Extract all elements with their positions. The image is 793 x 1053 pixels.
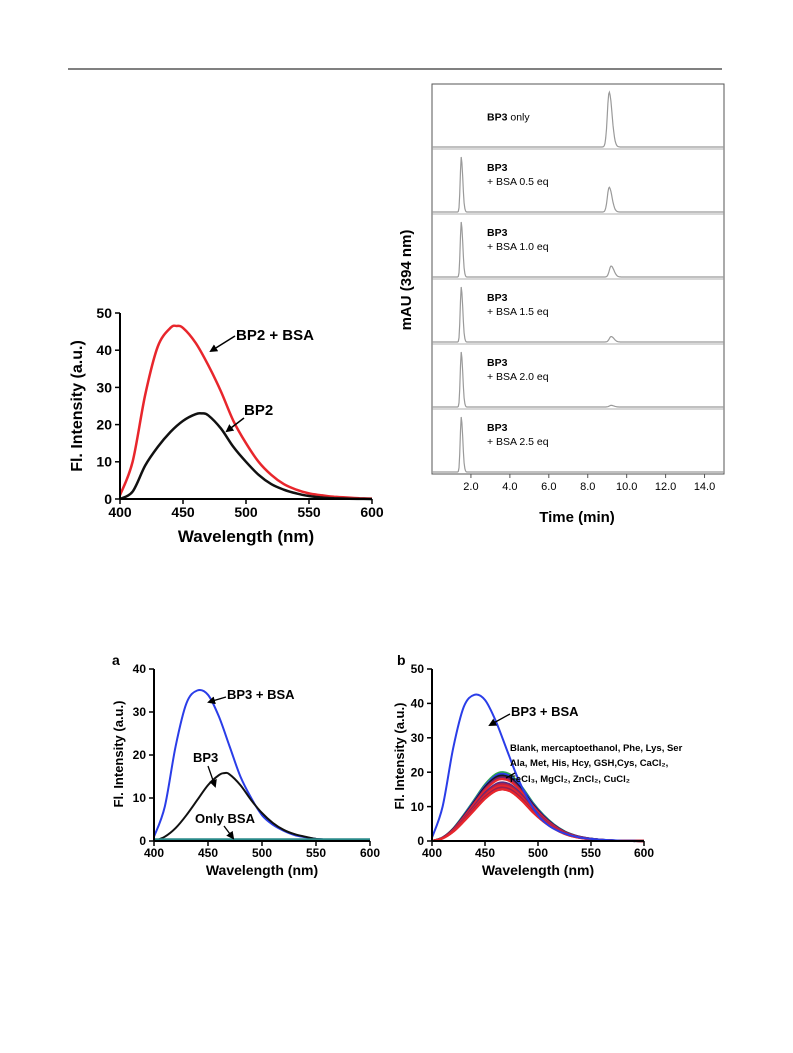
a-x-tick-label: 450	[198, 846, 218, 860]
b-annotation-bp3-bsa: BP3 + BSA	[511, 704, 579, 719]
bp2-y-axis-title: Fl. Intensity (a.u.)	[69, 340, 86, 472]
bp2-y-tick-label: 0	[104, 491, 112, 507]
hplc-x-tick-label: 2.0	[463, 481, 478, 493]
chart-a: a 400 450 500 550 600 0 10 20 30 40 Wavelength (n…	[111, 652, 380, 878]
a-x-tick-label: 400	[144, 846, 164, 860]
bp2-y-tick-label: 20	[96, 417, 112, 433]
bp2-x-tick-label: 550	[297, 504, 321, 520]
a-arrow-bp3	[207, 765, 217, 788]
b-x-tick-label: 450	[475, 846, 495, 860]
a-series-line-1	[153, 771, 371, 842]
bp2-y-tick-label: 50	[96, 305, 112, 321]
hplc-trace-0	[432, 90, 724, 148]
a-y-tick-label: 0	[139, 834, 146, 848]
chart-bp2: 400 450 500 550 600 0 10 20 30 40 50 Wavelength (n…	[69, 305, 384, 546]
bp2-y-tick-label: 40	[96, 342, 112, 358]
bp2-x-tick-label: 400	[108, 504, 132, 520]
hplc-trace-5	[432, 416, 724, 473]
chart-hplc: BP3 only BP3 + BSA 0.5 eq BP3 + BSA 1.0 eq BP…	[398, 83, 725, 526]
a-y-tick-label: 30	[133, 705, 147, 719]
hplc-trace-1	[432, 156, 724, 213]
b-x-tick-label: 400	[422, 846, 442, 860]
b-y-tick-label: 0	[417, 834, 424, 848]
bp2-x-tick-label: 500	[234, 504, 258, 520]
panel-label-b: b	[397, 652, 406, 668]
b-x-tick-label: 500	[528, 846, 548, 860]
b-legend-line-1: Blank, mercaptoethanol, Phe, Lys, Ser	[510, 743, 683, 754]
b-y-tick-label: 40	[411, 697, 425, 711]
bp2-arrow-bsa	[209, 335, 236, 353]
hplc-x-axis-title: Time (min)	[539, 509, 615, 526]
b-x-axis-title: Wavelength (nm)	[482, 862, 594, 878]
hplc-panel-sublabel: + BSA 1.0 eq	[487, 241, 549, 253]
a-annotation-bp3: BP3	[193, 750, 218, 765]
hplc-x-tick-label: 10.0	[616, 481, 637, 493]
hplc-panel-sublabel: + BSA 2.5 eq	[487, 436, 549, 448]
hplc-panel-label: BP3	[487, 162, 508, 174]
hplc-panel-label: BP3	[487, 227, 508, 239]
b-y-axis-title: Fl. Intensity (a.u.)	[392, 703, 407, 810]
b-y-tick-label: 50	[411, 662, 425, 676]
bp2-y-tick-label: 10	[96, 454, 112, 470]
bp2-x-axis-title: Wavelength (nm)	[178, 527, 314, 546]
bp2-x-tick-label: 450	[171, 504, 195, 520]
hplc-x-tick-label: 14.0	[694, 481, 715, 493]
a-y-tick-label: 10	[133, 791, 147, 805]
b-y-tick-label: 30	[411, 731, 425, 745]
a-y-tick-label: 40	[133, 662, 147, 676]
bp2-annotation-bp2: BP2	[244, 402, 273, 419]
hplc-panel-label: BP3	[487, 357, 508, 369]
a-y-axis-title: Fl. Intensity (a.u.)	[111, 701, 126, 808]
hplc-panel-label: BP3	[487, 292, 508, 304]
a-x-axis-title: Wavelength (nm)	[206, 862, 318, 878]
hplc-panel-label: BP3 only	[487, 112, 530, 124]
a-arrow-only-bsa	[223, 825, 235, 840]
b-x-tick-label: 550	[581, 846, 601, 860]
hplc-x-tick-label: 6.0	[541, 481, 556, 493]
bp2-series-line-0	[118, 324, 373, 500]
b-y-tick-label: 20	[411, 765, 425, 779]
a-y-tick-label: 20	[133, 748, 147, 762]
a-annotation-only-bsa: Only BSA	[195, 811, 256, 826]
b-arrow-bsa	[488, 713, 511, 726]
a-x-tick-label: 550	[306, 846, 326, 860]
b-legend-line-2: Ala, Met, His, Hcy, GSH,Cys, CaCl₂,	[510, 758, 668, 769]
bp2-arrow-bp2	[225, 417, 245, 433]
hplc-panel-sublabel: + BSA 2.0 eq	[487, 371, 549, 383]
hplc-panel-sublabel: + BSA 0.5 eq	[487, 176, 549, 188]
hplc-x-tick-label: 8.0	[580, 481, 595, 493]
hplc-panel-sublabel: + BSA 1.5 eq	[487, 306, 549, 318]
bp2-annotation-bp2-bsa: BP2 + BSA	[236, 327, 314, 344]
a-annotation-bp3-bsa: BP3 + BSA	[227, 687, 295, 702]
hplc-x-tick-label: 12.0	[655, 481, 676, 493]
b-arrow-group	[505, 772, 516, 779]
hplc-trace-4	[432, 351, 724, 408]
a-x-tick-label: 500	[252, 846, 272, 860]
bp2-series-line-1	[119, 412, 373, 501]
a-x-tick-label: 600	[360, 846, 380, 860]
hplc-panel-label: BP3	[487, 422, 508, 434]
bp2-x-tick-label: 600	[360, 504, 384, 520]
a-arrow-bsa	[207, 696, 227, 705]
b-legend-line-3: FeCl₃, MgCl₂, ZnCl₂, CuCl₂	[510, 774, 630, 785]
b-x-tick-label: 600	[634, 846, 654, 860]
a-series-line-0	[153, 688, 371, 842]
panel-label-a: a	[112, 652, 120, 668]
chart-b: b 400 450 500 550 600 0 10 20 30 40 50 Wavelength …	[392, 652, 683, 878]
hplc-y-axis-title: mAU (394 nm)	[398, 230, 415, 331]
hplc-x-tick-label: 4.0	[502, 481, 517, 493]
hplc-trace-3	[432, 286, 724, 343]
bp2-y-tick-label: 30	[96, 379, 112, 395]
hplc-trace-2	[432, 221, 724, 278]
b-y-tick-label: 10	[411, 800, 425, 814]
